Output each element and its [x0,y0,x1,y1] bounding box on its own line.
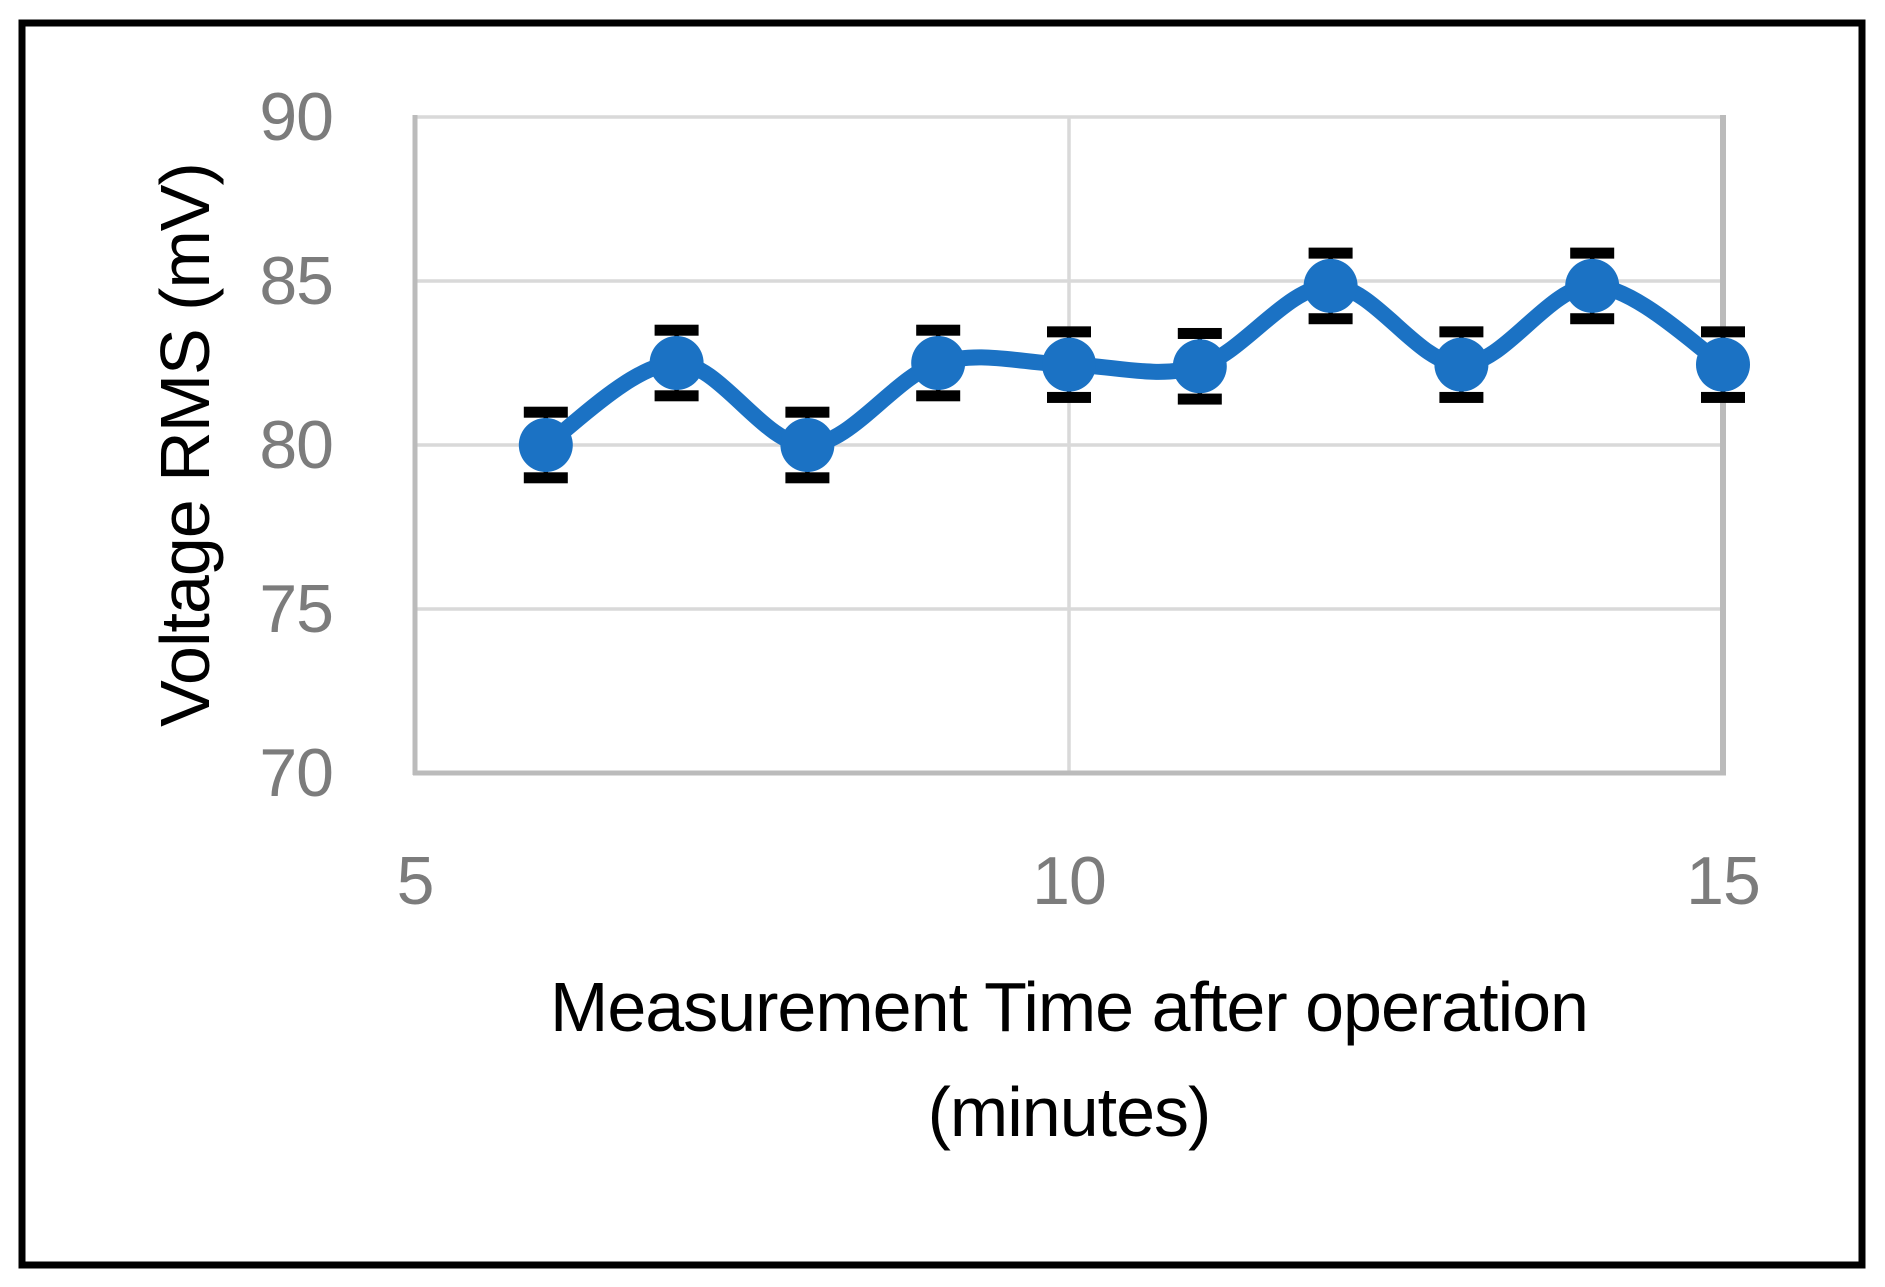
error-bar-cap-bottom [1177,393,1222,405]
error-bar-cap-bottom [1570,313,1615,325]
y-tick-label: 75 [259,571,333,647]
gridlines [415,115,1723,773]
y-axis-title: Voltage RMS (mV) [146,163,224,727]
error-bar-cap-top [785,406,830,418]
error-bar-cap-bottom [654,390,699,402]
x-tick-label: 5 [397,843,434,919]
data-point-marker [1434,337,1489,392]
figure-border [18,19,1866,1269]
y-tick-label: 80 [259,407,333,483]
x-axis-tick-labels: 5 10 15 [397,843,1761,919]
data-point-marker [1303,258,1358,313]
y-tick-label: 90 [259,79,333,155]
data-point-marker [911,336,966,390]
error-bar-cap-top [1439,326,1484,338]
data-point-marker [1565,258,1620,313]
error-bar-cap-bottom [523,472,568,484]
error-bar-cap-top [1570,247,1615,259]
series-line [537,277,1731,453]
error-bar-cap-top [916,324,961,336]
y-tick-label: 85 [259,243,333,319]
error-bar-cap-top [523,406,568,418]
axis-lines [412,115,1726,776]
error-bar-cap-top [1308,247,1353,259]
error-bar-cap-bottom [1701,391,1745,403]
error-bar-cap-bottom [1439,391,1484,403]
x-tick-label: 10 [1032,843,1106,919]
y-axis-tick-labels: 70 75 80 85 90 [259,79,334,811]
data-point-marker [518,418,573,472]
data-point-marker [649,336,704,390]
x-axis-title-line2: (minutes) [928,1073,1211,1151]
y-tick-label: 70 [259,735,333,811]
x-axis-title-line1: Measurement Time after operation [550,968,1588,1046]
data-point-marker [1696,337,1750,392]
data-point-marker [1042,337,1096,392]
error-bar-cap-top [654,324,699,336]
error-bar-cap-bottom [1308,313,1353,325]
data-point-marker [780,418,835,472]
data-series-line [537,277,1731,453]
data-series-markers [518,258,1750,472]
error-bar-cap-top [1177,327,1222,339]
x-tick-label: 15 [1686,843,1760,919]
error-bar-cap-top [1047,326,1091,338]
error-bar-cap-bottom [785,472,830,484]
error-bar-cap-bottom [916,390,961,402]
error-bar-cap-bottom [1047,391,1091,403]
data-point-marker [1172,339,1227,394]
error-bar-cap-top [1701,326,1745,338]
